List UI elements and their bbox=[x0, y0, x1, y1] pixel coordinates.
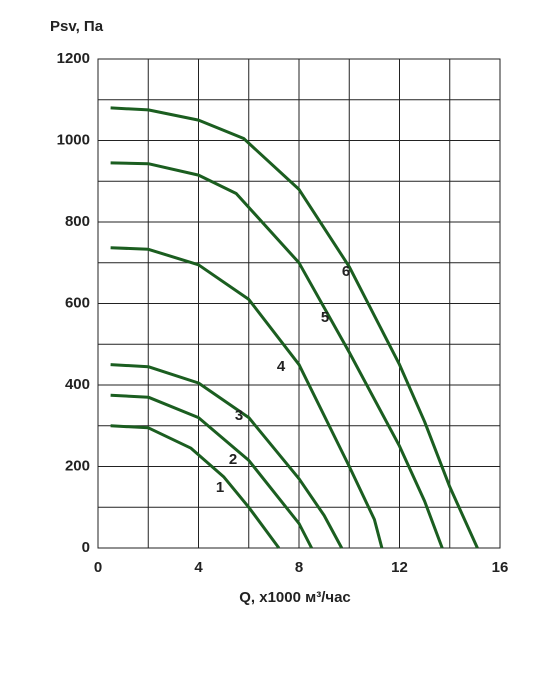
x-tick-label: 16 bbox=[492, 559, 509, 576]
y-tick-label: 1000 bbox=[57, 131, 90, 148]
curve bbox=[110, 246, 384, 549]
y-tick-label: 1200 bbox=[57, 50, 90, 67]
curve-label: 5 bbox=[321, 309, 329, 326]
curve-label: 4 bbox=[277, 358, 286, 375]
curve-label: 6 bbox=[342, 263, 350, 280]
curve bbox=[110, 424, 281, 549]
x-tick-label: 4 bbox=[194, 559, 203, 576]
curve bbox=[110, 106, 479, 549]
y-tick-label: 200 bbox=[65, 457, 90, 474]
y-axis-label: Psv, Па bbox=[50, 18, 104, 35]
y-tick-label: 400 bbox=[65, 376, 90, 393]
y-tick-label: 0 bbox=[82, 539, 90, 556]
x-tick-label: 8 bbox=[295, 559, 303, 576]
curve-label: 1 bbox=[216, 479, 224, 496]
curve-label: 2 bbox=[229, 451, 237, 468]
y-tick-label: 800 bbox=[65, 213, 90, 230]
curve-label: 3 bbox=[235, 407, 243, 424]
y-tick-label: 600 bbox=[65, 294, 90, 311]
curve bbox=[110, 363, 344, 549]
curve bbox=[110, 161, 444, 549]
x-tick-label: 12 bbox=[391, 559, 408, 576]
curve bbox=[110, 393, 313, 549]
x-tick-label: 0 bbox=[94, 559, 102, 576]
x-axis-label: Q, x1000 м³/час bbox=[239, 589, 351, 606]
